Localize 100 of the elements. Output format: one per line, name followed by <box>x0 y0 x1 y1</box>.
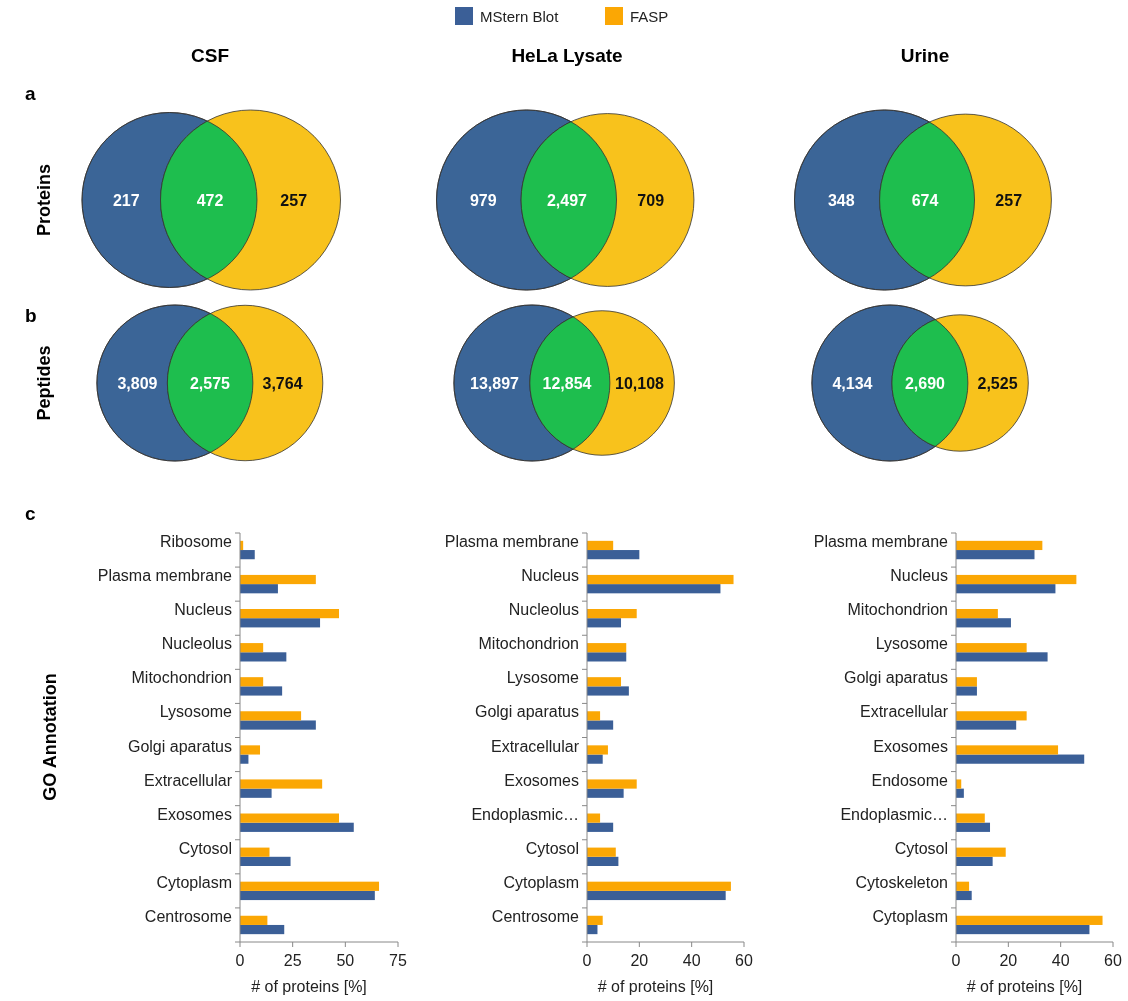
data-label: 13,897 <box>469 375 520 392</box>
bar <box>240 574 316 585</box>
bar <box>956 574 1077 585</box>
x-axis-title: # of proteins [%] <box>251 978 367 995</box>
bar <box>587 720 614 730</box>
x-tick-label: 20 <box>630 952 649 969</box>
bar <box>240 711 302 721</box>
y-tick-label: Nucleus <box>890 567 948 585</box>
bar <box>956 711 1027 721</box>
y-tick-label: Centrosome <box>144 907 233 925</box>
bar <box>240 720 316 730</box>
x-tick-label: 25 <box>283 952 302 969</box>
x-tick-label: 50 <box>336 952 355 969</box>
legend-label: MStern Blot <box>480 8 560 25</box>
bar <box>587 584 721 594</box>
data-label: 2,575 <box>189 375 231 392</box>
x-tick-label: 60 <box>735 952 753 969</box>
y-tick-label: Lysosome <box>506 669 580 687</box>
y-tick-label: Plasma membrane <box>813 533 949 551</box>
bar <box>587 754 603 764</box>
y-tick-label: Endoplasmic… <box>840 805 948 823</box>
y-tick-label: Mitochondrion <box>847 601 948 619</box>
bar <box>956 550 1035 560</box>
text: b <box>25 305 37 326</box>
text: HeLa Lysate <box>511 45 623 66</box>
bar <box>240 856 291 866</box>
data-label: 2,525 <box>977 375 1018 392</box>
bar <box>587 779 637 789</box>
bar <box>956 924 1090 935</box>
x-axis-title: # of proteins [%] <box>597 978 714 995</box>
y-tick-label: Mitochondrion <box>131 669 232 687</box>
x-tick-label: 40 <box>1051 952 1070 969</box>
bar <box>240 550 255 560</box>
data-label: 257 <box>995 192 1023 209</box>
bar <box>587 881 731 891</box>
legend-label: FASP <box>630 8 669 25</box>
bar <box>240 609 340 619</box>
y-tick-label: Cytoskeleton <box>855 873 948 891</box>
y-tick-label: Extracellular <box>143 771 233 789</box>
data-label: 10,108 <box>615 375 665 392</box>
y-tick-label: Cytosol <box>178 839 232 857</box>
y-tick-label: Ribosome <box>159 533 233 551</box>
bar <box>240 881 380 891</box>
bar <box>240 813 340 823</box>
bar <box>240 643 264 653</box>
y-tick-label: Endosome <box>871 771 949 789</box>
data-label: 2,497 <box>546 192 588 209</box>
bar <box>587 574 734 585</box>
bar <box>587 686 629 696</box>
y-tick-label: Exosomes <box>157 805 232 823</box>
bar <box>587 915 603 925</box>
y-tick-label: Plasma membrane <box>97 567 233 585</box>
data-label: 348 <box>827 192 855 209</box>
y-tick-label: Extracellular <box>490 737 580 755</box>
y-tick-label: Plasma membrane <box>444 533 580 551</box>
x-tick-label: 20 <box>999 952 1018 969</box>
y-tick-label: Cytosol <box>525 839 579 857</box>
y-tick-label: Nucleolus <box>161 635 232 653</box>
x-tick-label: 0 <box>951 952 961 969</box>
y-tick-label: Golgi aparatus <box>474 703 579 721</box>
y-tick-label: Endoplasmic… <box>471 805 579 823</box>
data-label: 472 <box>196 192 224 209</box>
y-tick-label: Nucleus <box>174 601 232 619</box>
bar <box>587 745 608 755</box>
y-tick-label: Centrosome <box>491 907 580 925</box>
y-tick-label: Cytoplasm <box>872 907 948 925</box>
y-tick-label: Lysosome <box>159 703 233 721</box>
bar <box>956 609 998 619</box>
bar <box>956 584 1056 594</box>
bar <box>587 813 601 823</box>
bar <box>587 609 637 619</box>
bar <box>956 813 985 823</box>
y-tick-label: Cytosol <box>894 839 948 857</box>
text: Urine <box>900 45 950 66</box>
bar <box>956 754 1085 764</box>
bar <box>587 540 614 551</box>
bar <box>587 890 726 901</box>
y-tick-label: Lysosome <box>875 635 949 653</box>
bar <box>240 890 375 901</box>
bar <box>956 652 1048 662</box>
data-label: 3,764 <box>262 375 303 392</box>
x-tick-label: 0 <box>582 952 592 969</box>
bar <box>240 677 264 687</box>
y-tick-label: Extracellular <box>859 703 949 721</box>
y-tick-label: Exosomes <box>873 737 948 755</box>
bar <box>240 822 354 832</box>
y-tick-label: Golgi aparatus <box>127 737 232 755</box>
text: CSF <box>191 45 229 66</box>
bar <box>240 618 321 628</box>
bar <box>956 540 1043 551</box>
bar <box>956 643 1027 653</box>
x-tick-label: 0 <box>235 952 245 969</box>
data-label: 979 <box>469 192 497 209</box>
bar <box>956 847 1006 857</box>
text: Peptides <box>34 345 54 421</box>
bar <box>956 677 977 687</box>
text: a <box>25 83 36 104</box>
bar <box>587 652 627 662</box>
bar <box>956 822 991 832</box>
bar <box>240 847 270 857</box>
